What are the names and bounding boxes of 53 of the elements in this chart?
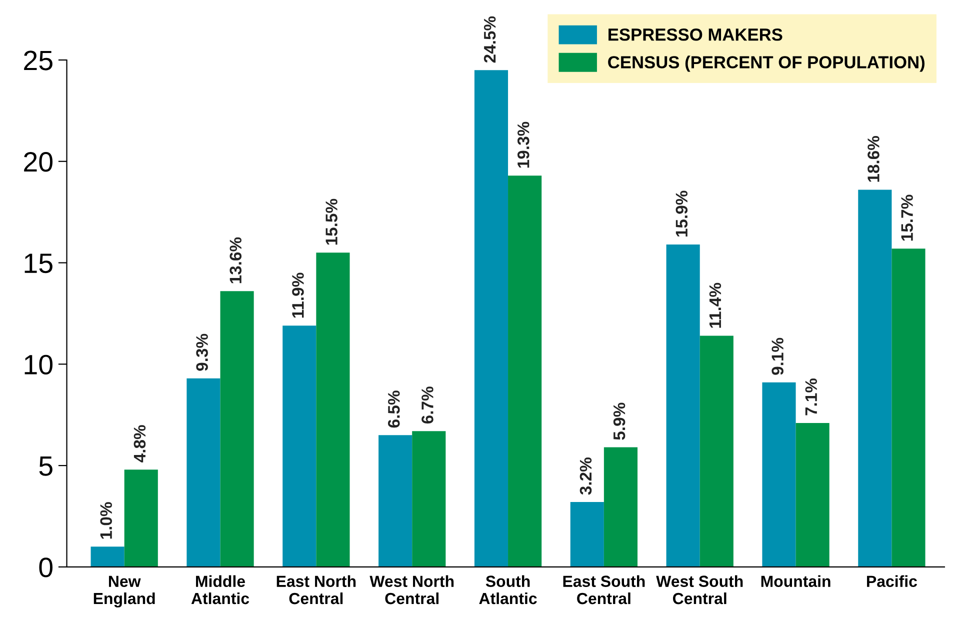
bar [282,326,316,567]
data-label: 7.1% [805,378,818,416]
data-label: 9.1% [772,338,784,375]
bar [858,190,892,567]
data-label: 15.7% [901,194,913,241]
y-tick-label: 5 [39,456,52,476]
data-label: 11.4% [709,282,722,328]
x-tick-label: East North Central [276,575,356,604]
y-tick-label: 0 [39,558,52,578]
data-label: 11.9% [292,272,304,318]
bar [474,70,508,567]
bar [762,382,796,567]
bar [186,378,220,567]
data-label: 24.5% [484,16,496,63]
data-label: 13.6% [230,237,242,284]
y-tick-label: 10 [24,354,52,374]
y-tick-label: 15 [24,254,52,274]
x-tick-label: Pacific [867,575,917,587]
data-label: 1.0% [100,502,112,539]
bar [220,291,254,567]
x-tick-label: East South Central [563,575,645,604]
bar [892,248,926,567]
data-label: 6.5% [388,390,400,428]
data-label: 19.3% [517,122,530,168]
data-label: 15.9% [676,190,688,237]
data-label: 15.5% [326,198,338,245]
bar [604,447,638,567]
bar [124,470,158,567]
bar [796,422,830,567]
legend-label: CENSUS (PERCENT OF POPULATION) [608,56,924,72]
x-tick-label: South Atlantic [479,575,537,604]
bar [412,431,446,567]
bar [666,244,700,567]
data-label: 9.3% [196,334,208,371]
bar [570,502,604,567]
bar [700,336,734,567]
bar [508,176,542,567]
bar [378,435,412,567]
x-tick-label: New England [94,576,155,608]
y-tick-label: 20 [24,152,52,172]
y-tick-label: 25 [24,50,52,70]
legend-label: ESPRESSO MAKERS [608,28,782,41]
x-tick-label: Mountain [761,575,830,587]
data-label: 18.6% [868,136,880,182]
data-label: 6.7% [422,386,434,424]
x-tick-label: Middle Atlantic [191,575,250,604]
data-label: 4.8% [134,425,146,462]
x-tick-label: West South Central [656,575,743,604]
bar [90,546,124,567]
data-label: 5.9% [613,402,626,440]
x-tick-label: West North Central [370,575,454,604]
bar [316,252,350,567]
data-label: 3.2% [580,458,592,495]
